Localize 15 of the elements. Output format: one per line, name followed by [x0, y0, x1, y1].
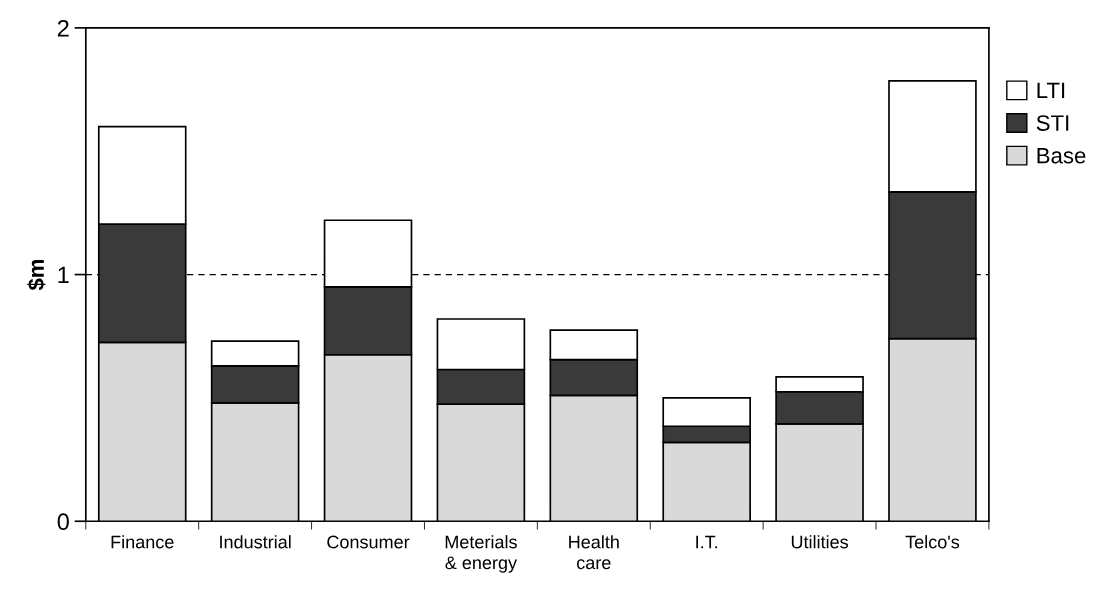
- x-tick-label: Consumer: [327, 535, 410, 549]
- y-axis-title: $m: [27, 259, 46, 291]
- y-tick-label: 0: [57, 513, 69, 531]
- legend-label: STI: [1036, 115, 1069, 131]
- y-tick-label: 2: [57, 19, 69, 37]
- x-tick-label: I.T.: [696, 535, 718, 549]
- y-tick-label: 1: [58, 266, 69, 284]
- x-tick-label: Utilities: [791, 535, 849, 549]
- x-tick-label: Meterials & energy: [445, 535, 518, 573]
- legend-label: Base: [1037, 147, 1086, 164]
- legend-label: LTI: [1037, 82, 1065, 99]
- x-tick-label: Telco's: [905, 535, 960, 549]
- x-tick-label: Health care: [569, 535, 619, 570]
- x-tick-label: Finance: [111, 535, 174, 549]
- x-tick-label: Industrial: [220, 535, 291, 549]
